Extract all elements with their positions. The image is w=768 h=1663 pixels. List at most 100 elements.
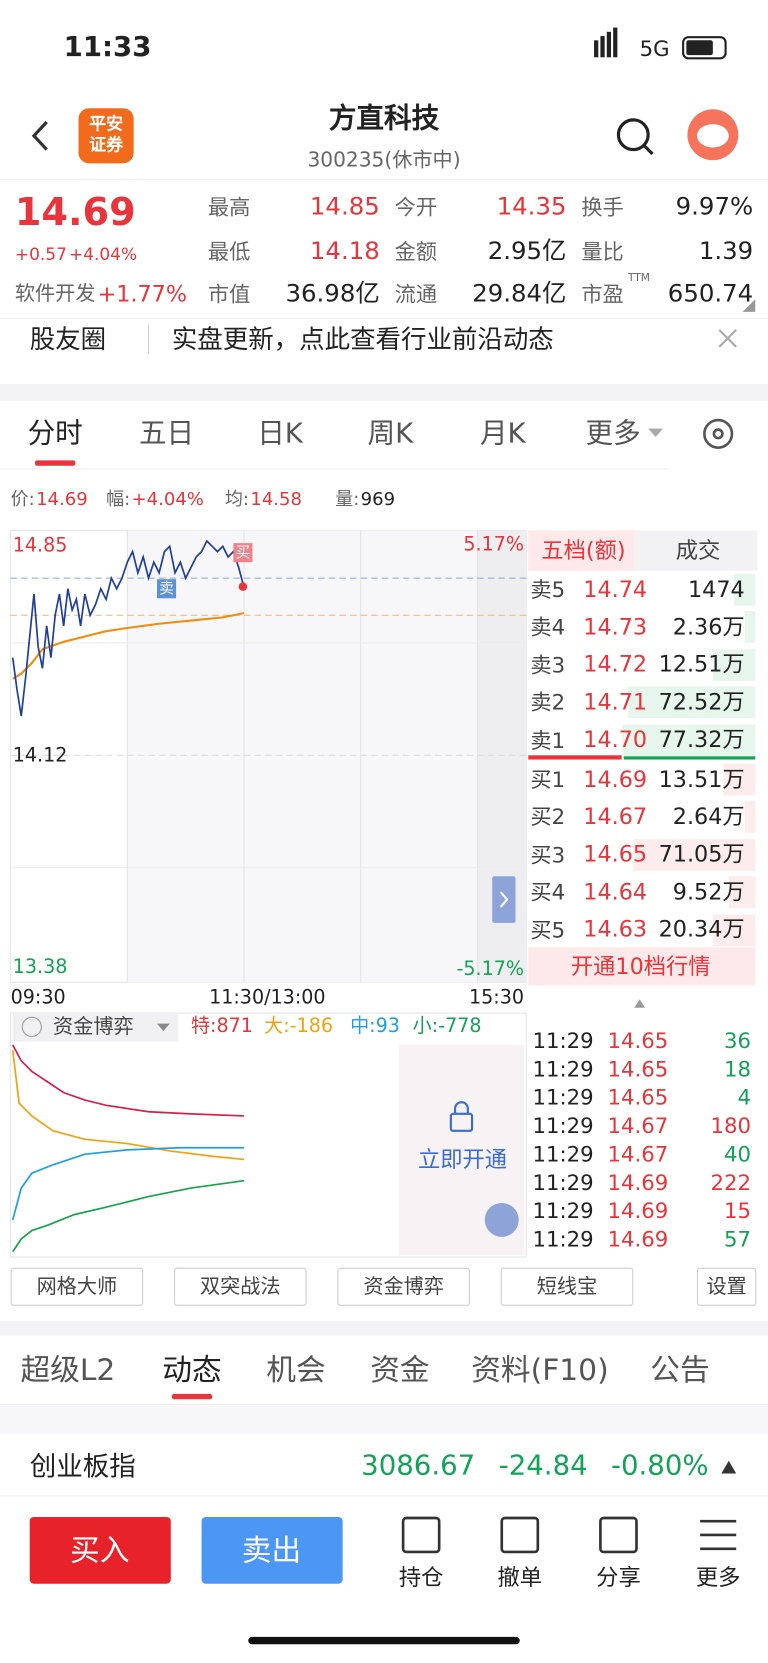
action-label[interactable]: 持仓 [398,1564,444,1590]
ob-level: 买5 [530,917,566,943]
trade-time: 11:29 [532,1112,594,1139]
tool-button[interactable] [696,1267,757,1306]
buy-button[interactable] [29,1516,171,1584]
ob-amount: 71.05万 [658,841,745,867]
sell-label[interactable]: 卖出 [241,1532,302,1568]
tool-button[interactable] [173,1267,307,1306]
trade-time: 11:29 [532,1197,594,1224]
tool-label[interactable]: 短线宝 [536,1274,598,1298]
tool-label[interactable]: 双突战法 [199,1274,281,1298]
settings-icon[interactable] [703,418,734,449]
close-icon[interactable] [718,329,737,348]
signal [613,27,618,58]
stat-value: 2.95亿 [487,237,567,265]
sell-marker-bg [156,579,177,599]
action-label[interactable]: 分享 [596,1564,641,1590]
ob-level: 卖4 [530,614,566,641]
ob-price: 14.67 [583,803,648,830]
section-tab[interactable]: 机会 [266,1352,326,1388]
upgrade-link[interactable]: 开通10档行情 [570,953,711,979]
expand-handle[interactable] [492,876,516,923]
chart-tab[interactable]: 更多 [585,417,641,450]
depth-bar [723,763,756,796]
upgrade-bg[interactable] [528,947,756,986]
fund-caret [156,1023,170,1032]
tool-label[interactable]: 资金博弈 [363,1274,444,1298]
action-label[interactable]: 撤单 [497,1564,543,1590]
chart-tab[interactable]: 分时 [27,417,83,450]
unlock-text[interactable]: 立即开通 [417,1146,508,1172]
depth-bar [744,611,756,644]
tab-underline [35,460,76,466]
fullscreen-button[interactable] [484,1202,519,1237]
trade-volume: 15 [724,1197,752,1224]
stat-label: 市盈 [581,281,624,307]
ob-level: 卖5 [530,577,566,603]
ob-tab[interactable]: 成交 [675,537,721,563]
tool-button[interactable] [337,1267,470,1306]
ob-amount: 72.52万 [658,689,745,715]
notice-text[interactable]: 实盘更新，点此查看行业前沿动态 [171,324,554,355]
scroll-up[interactable] [634,999,645,1008]
trade-volume: 222 [710,1169,752,1195]
time-label: 11:30/13:00 [209,986,326,1009]
price-label: 14.12 [12,744,68,767]
section-tab[interactable]: 超级L2 [20,1352,116,1388]
fund-title[interactable]: 资金博弈 [53,1014,134,1038]
tool-label[interactable]: 设置 [706,1274,747,1298]
section-tab[interactable]: 公告 [650,1352,710,1388]
logo-text: 平安 [89,113,124,134]
action-label[interactable]: 更多 [695,1564,741,1590]
section-tab[interactable]: 资金 [370,1352,430,1388]
stat-label: 金额 [394,238,438,265]
depth-bar [622,724,756,756]
chart-tab[interactable]: 日K [257,417,303,450]
logo-text: 证券 [89,134,124,155]
info-icon[interactable] [21,1016,42,1037]
share-icon[interactable] [599,1516,638,1554]
stat-label: 换手 [581,194,624,220]
ob-tab[interactable]: 五档(额) [541,537,626,563]
stat-label: 流通 [394,281,438,307]
chart-tab[interactable]: 周K [367,417,414,450]
trade-price: 14.69 [607,1226,669,1252]
trade-time: 11:29 [532,1027,594,1054]
avg-line [12,612,245,680]
ob-level: 买2 [530,804,566,830]
trade-time: 11:29 [532,1056,594,1082]
chart-shade [127,530,478,983]
chart-tab[interactable]: 月K [479,417,526,450]
search-icon[interactable] [616,118,650,152]
more-icon[interactable] [700,1519,737,1551]
trade-price: 14.69 [607,1197,669,1224]
change-pct: +4.04% [68,243,138,265]
chart-tab[interactable]: 五日 [138,417,195,450]
logo[interactable] [78,108,134,164]
flow-line [11,1050,245,1161]
notice-label[interactable]: 股友圈 [29,324,107,355]
holdings-icon[interactable] [401,1516,441,1554]
back-icon[interactable] [31,120,48,151]
expand-corner[interactable] [742,299,756,312]
tool-button[interactable] [10,1267,144,1306]
index-caret[interactable] [721,1460,737,1474]
section-tab[interactable]: 资料(F10) [471,1352,609,1388]
gap [0,1405,768,1435]
stat-label: 今开 [394,194,438,220]
stat-label: 量比 [581,238,624,265]
fund-title-bg [12,1014,179,1042]
pct-label: -5.17% [456,957,525,981]
stat-value: 36.98亿 [285,279,380,308]
stat-value: 29.84亿 [472,279,567,308]
ob-amount: 13.51万 [658,766,745,792]
ob-price: 14.71 [583,689,648,715]
buy-label[interactable]: 买入 [70,1532,130,1568]
tool-button[interactable] [500,1267,634,1306]
sector: 软件开发 [14,281,96,305]
section-tab[interactable]: 动态 [162,1352,222,1388]
ob-price: 14.74 [583,576,648,603]
tool-label[interactable]: 网格大师 [36,1274,118,1298]
price-label: 14.85 [12,534,68,557]
sell-button[interactable] [201,1516,343,1584]
cancel-icon[interactable] [500,1516,540,1554]
